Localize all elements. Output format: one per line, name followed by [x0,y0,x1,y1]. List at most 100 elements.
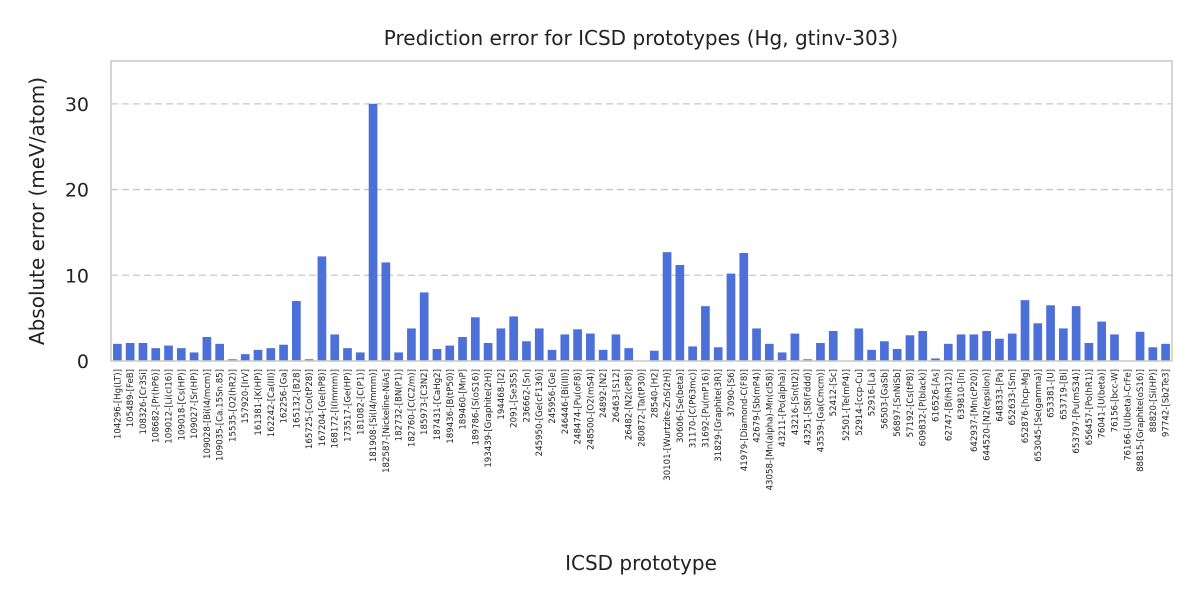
y-tick-label: 10 [65,265,89,287]
x-tick-label: 28540-[H2] [650,369,660,418]
bar [905,335,915,361]
bar [649,350,659,361]
bar [982,331,991,361]
x-tick-label: 43539-[Ga(Cmcm)] [816,369,826,452]
x-tick-label: 181908-[Si(I4/mmm)] [369,369,379,462]
bar [304,359,314,361]
x-tick-label: 109035-[Ca.15Sn.85] [216,369,226,461]
x-tick-label: 193439-[Graphite(2H)] [484,369,494,468]
bar [995,338,1004,361]
bar [394,352,403,361]
bar [445,345,455,361]
bar [496,328,506,361]
x-tick-label: 105489-[FeB] [126,369,136,427]
bar [1161,343,1170,361]
x-tick-label: 43216-[Sn(tI2)] [791,369,801,435]
bar [586,333,595,361]
x-tick-label: 37090-[S6] [727,369,737,417]
bar [803,359,813,361]
x-tick-labels: 104296-[Hg(LT)] 105489-[FeB] 108326-[Cr3Si… [113,369,1171,490]
x-tick-label: 52412-[Sc] [829,369,839,416]
x-tick-label: 181082-[C(P1)] [356,369,366,435]
x-tick-label: 31692-[Pu(mP16)] [701,369,711,448]
bar [1058,328,1068,361]
chart-title: Prediction error for ICSD prototypes (Hg… [384,26,898,50]
x-axis-label: ICSD prototype [565,551,717,575]
x-tick-label: 88815-[Graphite(oS16)] [1136,369,1146,472]
x-tick-label: 189786-[S(oS16)] [471,369,481,445]
x-tick-label: 2091-[Se3S5] [510,369,520,428]
x-tick-label: 52916-[La] [868,369,878,416]
x-tick-label: 189460-[MnP] [459,369,469,430]
x-tick-label: 194468-[I2] [497,369,507,420]
x-tick-label: 236662-[Sn] [522,369,532,423]
bar [547,349,557,361]
bar [534,328,544,361]
x-tick-label: 42679-[Sb(mP4)] [753,369,763,443]
bar [816,343,825,361]
y-tick-labels: 0 10 20 30 [65,94,89,373]
bar [228,359,237,361]
x-tick-label: 652876-[hcp-Mg] [1021,369,1031,443]
x-tick-label: 248474-[Pu(oF8)] [574,369,584,444]
bar [317,256,327,361]
bar [790,333,800,361]
x-tick-label: 165725-[Co(tP28)] [305,369,315,449]
x-tick-label: 173517-[Ge(HP)] [343,369,353,442]
bar [701,306,710,361]
x-tick-label: 97742-[Sb2Te3] [1162,369,1172,437]
y-axis-label: Absolute error (meV/atom) [25,77,49,345]
x-tick-label: 76041-[U(beta)] [1098,369,1108,439]
x-tick-label: 52914-[ccp-Cu] [855,369,865,436]
bar [752,328,761,361]
bar [713,347,723,361]
x-tick-label: 189436-[B(tP50)] [446,369,456,444]
x-tick-label: 30606-[Se(beta)] [676,369,686,443]
bar [343,348,352,361]
x-tick-label: 26463-[S12] [612,369,622,423]
x-tick-label: 104296-[Hg(LT)] [113,369,123,439]
x-tick-label: 165132-[B28] [292,369,302,428]
x-tick-label: 656457-[Po(hR1)] [1085,369,1095,445]
x-tick-label: 167204-[Ge(hP8)] [318,369,328,446]
bar [1046,305,1055,361]
x-tick-label: 31829-[Graphite(3R)] [714,369,724,462]
bar [1033,323,1043,361]
x-tick-label: 653797-[Pu(mS34)] [1072,369,1082,454]
bar [880,341,889,361]
bar [240,354,250,361]
x-tick-label: 109018-[Cs(HP)] [177,369,187,440]
bar [432,349,442,361]
x-tick-label: 41979-[Diamond-C(F8)] [740,369,750,471]
x-tick-label: 161381-[K(HP)] [254,369,264,436]
x-tick-label: 168172-[I(Immm)] [331,369,341,449]
bar [1110,334,1119,361]
x-tick-label: 245950-[Ge(cF136)] [535,369,545,456]
y-tick-label: 0 [77,351,89,373]
x-tick-label: 182760-[C(C2/m)] [407,369,417,447]
x-tick-label: 185973-[C3N2] [420,369,430,435]
x-tick-label: 609832-[P(black)] [919,369,929,446]
bar [573,329,582,361]
bar [483,343,493,361]
bar [355,352,365,361]
plot-frame [110,60,1173,362]
bar [292,301,301,361]
x-tick-label: 182587-[Nickeline-NiAs] [382,369,392,473]
x-tick-label: 88820-[Si(HP)] [1149,369,1159,432]
x-tick-label: 280872-[Ta(tP30)] [638,369,648,447]
x-tick-label: 31170-[C(P63mc)] [689,369,699,448]
bar [1071,306,1081,361]
x-tick-label: 246446-[Bi(III)] [561,369,571,434]
x-tick-label: 616526-[As] [932,369,942,422]
x-tick-label: 653045-[Se(gamma)] [1034,369,1044,462]
bar [368,103,378,361]
x-tick-label: 109027-[Sr(HP)] [190,369,200,439]
x-tick-label: 248500-[O2(mS4)] [586,369,596,450]
bar [509,316,519,361]
x-tick-label: 162256-[Ga] [280,369,290,424]
bar [1097,321,1107,361]
x-tick-label: 62747-[B(hR12)] [944,369,954,441]
bar [1148,347,1158,361]
